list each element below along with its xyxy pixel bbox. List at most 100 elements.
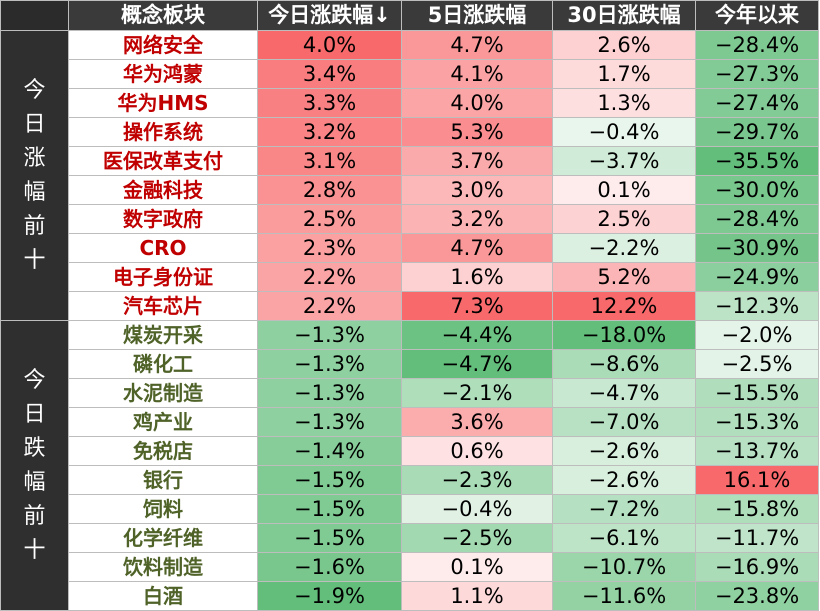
sector-name-cell[interactable]: 饮料制造: [68, 552, 258, 582]
today-change-cell: 2.8%: [257, 175, 402, 205]
30day-change-cell: 1.7%: [552, 59, 696, 89]
5day-change-cell: −2.5%: [401, 523, 553, 553]
sector-name-cell[interactable]: 银行: [68, 465, 258, 495]
group-label-top-losers: 今日跌幅前十: [0, 320, 69, 611]
sector-name-cell[interactable]: 鸡产业: [68, 407, 258, 437]
today-change-cell: 2.2%: [257, 262, 402, 292]
ytd-change-cell: −30.0%: [695, 175, 819, 205]
table-row[interactable]: 今日跌幅前十 煤炭开采 −1.3% −4.4% −18.0% −2.0%: [0, 320, 819, 611]
sector-name-cell[interactable]: 化学纤维: [68, 523, 258, 553]
group-label-top-gainers: 今日涨幅前十: [0, 30, 69, 321]
sector-name-cell[interactable]: 免税店: [68, 436, 258, 466]
table-row[interactable]: 鸡产业 −1.3% 3.6% −7.0% −15.3%: [1, 407, 819, 437]
30day-change-cell: −6.1%: [552, 523, 696, 553]
5day-change-cell: 3.0%: [401, 175, 553, 205]
sector-name-cell[interactable]: 白酒: [68, 581, 258, 611]
table-row[interactable]: 银行 −1.5% −2.3% −2.6% 16.1%: [1, 465, 819, 495]
sector-name-cell[interactable]: 煤炭开采: [68, 320, 258, 350]
table-row[interactable]: 今日涨幅前十 网络安全 4.0% 4.7% 2.6% −28.4%: [0, 30, 819, 321]
ytd-change-cell: −2.5%: [695, 349, 819, 379]
5day-change-cell: 5.3%: [401, 117, 553, 147]
today-change-cell: −1.4%: [257, 436, 402, 466]
today-change-cell: −1.5%: [257, 523, 402, 553]
5day-change-cell: −2.3%: [401, 465, 553, 495]
30day-change-cell: −0.4%: [552, 117, 696, 147]
group-label-text: 今日涨幅前十: [23, 77, 46, 273]
30day-change-cell: −18.0%: [552, 320, 696, 350]
5day-change-cell: 4.7%: [401, 233, 553, 263]
sector-name-cell[interactable]: 操作系统: [68, 117, 258, 147]
ytd-change-cell: −29.7%: [695, 117, 819, 147]
header-row: 概念板块 今日涨跌幅↓ 5日涨跌幅 30日涨跌幅 今年以来: [0, 0, 819, 31]
table-row[interactable]: 免税店 −1.4% 0.6% −2.6% −13.7%: [1, 436, 819, 466]
5day-change-cell: 1.6%: [401, 262, 553, 292]
5day-change-cell: 4.0%: [401, 88, 553, 118]
ytd-change-cell: −27.3%: [695, 59, 819, 89]
table-row[interactable]: 数字政府 2.5% 3.2% 2.5% −28.4%: [1, 204, 819, 234]
5day-change-cell: −4.7%: [401, 349, 553, 379]
5day-change-cell: 7.3%: [401, 291, 553, 321]
today-change-cell: −1.3%: [257, 320, 402, 350]
sector-name-cell[interactable]: 网络安全: [68, 30, 258, 60]
table-row[interactable]: 白酒 −1.9% 1.1% −11.6% −23.8%: [1, 581, 819, 611]
table-row[interactable]: 医保改革支付 3.1% 3.7% −3.7% −35.5%: [1, 146, 819, 176]
today-change-cell: 3.1%: [257, 146, 402, 176]
ytd-change-cell: −15.8%: [695, 494, 819, 524]
5day-change-cell: 3.2%: [401, 204, 553, 234]
sector-name-cell[interactable]: 数字政府: [68, 204, 258, 234]
table-row[interactable]: 金融科技 2.8% 3.0% 0.1% −30.0%: [1, 175, 819, 205]
header-5day-change[interactable]: 5日涨跌幅: [401, 0, 553, 31]
sector-name-cell[interactable]: 饲料: [68, 494, 258, 524]
today-change-cell: −1.9%: [257, 581, 402, 611]
30day-change-cell: 5.2%: [552, 262, 696, 292]
sector-name-cell[interactable]: 水泥制造: [68, 378, 258, 408]
sector-name-cell[interactable]: 磷化工: [68, 349, 258, 379]
5day-change-cell: −4.4%: [401, 320, 553, 350]
ytd-change-cell: −35.5%: [695, 146, 819, 176]
sector-name-cell[interactable]: 金融科技: [68, 175, 258, 205]
table-row[interactable]: 华为鸿蒙 3.4% 4.1% 1.7% −27.3%: [1, 59, 819, 89]
today-change-cell: 3.4%: [257, 59, 402, 89]
ytd-change-cell: −11.7%: [695, 523, 819, 553]
table-row[interactable]: 饲料 −1.5% −0.4% −7.2% −15.8%: [1, 494, 819, 524]
30day-change-cell: 2.6%: [552, 30, 696, 60]
table-row[interactable]: CRO 2.3% 4.7% −2.2% −30.9%: [1, 233, 819, 263]
ytd-change-cell: −27.4%: [695, 88, 819, 118]
sector-name-cell[interactable]: 华为鸿蒙: [68, 59, 258, 89]
ytd-change-cell: −24.9%: [695, 262, 819, 292]
sector-name-cell[interactable]: 华为HMS: [68, 88, 258, 118]
30day-change-cell: −2.6%: [552, 465, 696, 495]
5day-change-cell: 4.1%: [401, 59, 553, 89]
sector-name-cell[interactable]: 医保改革支付: [68, 146, 258, 176]
table-row[interactable]: 操作系统 3.2% 5.3% −0.4% −29.7%: [1, 117, 819, 147]
ytd-change-cell: −13.7%: [695, 436, 819, 466]
5day-change-cell: −0.4%: [401, 494, 553, 524]
30day-change-cell: 12.2%: [552, 291, 696, 321]
table-row[interactable]: 水泥制造 −1.3% −2.1% −4.7% −15.5%: [1, 378, 819, 408]
5day-change-cell: 0.6%: [401, 436, 553, 466]
table-row[interactable]: 电子身份证 2.2% 1.6% 5.2% −24.9%: [1, 262, 819, 292]
table-row[interactable]: 华为HMS 3.3% 4.0% 1.3% −27.4%: [1, 88, 819, 118]
header-30day-change[interactable]: 30日涨跌幅: [552, 0, 696, 31]
table-row[interactable]: 汽车芯片 2.2% 7.3% 12.2% −12.3%: [1, 291, 819, 321]
ytd-change-cell: −28.4%: [695, 204, 819, 234]
5day-change-cell: 4.7%: [401, 30, 553, 60]
today-change-cell: −1.3%: [257, 378, 402, 408]
30day-change-cell: −8.6%: [552, 349, 696, 379]
ytd-change-cell: −16.9%: [695, 552, 819, 582]
today-change-cell: −1.3%: [257, 407, 402, 437]
ytd-change-cell: −2.0%: [695, 320, 819, 350]
header-corner: [0, 0, 69, 31]
sector-name-cell[interactable]: 电子身份证: [68, 262, 258, 292]
today-change-cell: −1.5%: [257, 465, 402, 495]
today-change-cell: −1.6%: [257, 552, 402, 582]
table-row[interactable]: 饮料制造 −1.6% 0.1% −10.7% −16.9%: [1, 552, 819, 582]
header-today-change[interactable]: 今日涨跌幅↓: [257, 0, 402, 31]
header-sector[interactable]: 概念板块: [68, 0, 258, 31]
table-row[interactable]: 化学纤维 −1.5% −2.5% −6.1% −11.7%: [1, 523, 819, 553]
30day-change-cell: −7.2%: [552, 494, 696, 524]
sector-name-cell[interactable]: CRO: [68, 233, 258, 263]
table-row[interactable]: 磷化工 −1.3% −4.7% −8.6% −2.5%: [1, 349, 819, 379]
header-ytd-change[interactable]: 今年以来: [695, 0, 819, 31]
sector-name-cell[interactable]: 汽车芯片: [68, 291, 258, 321]
